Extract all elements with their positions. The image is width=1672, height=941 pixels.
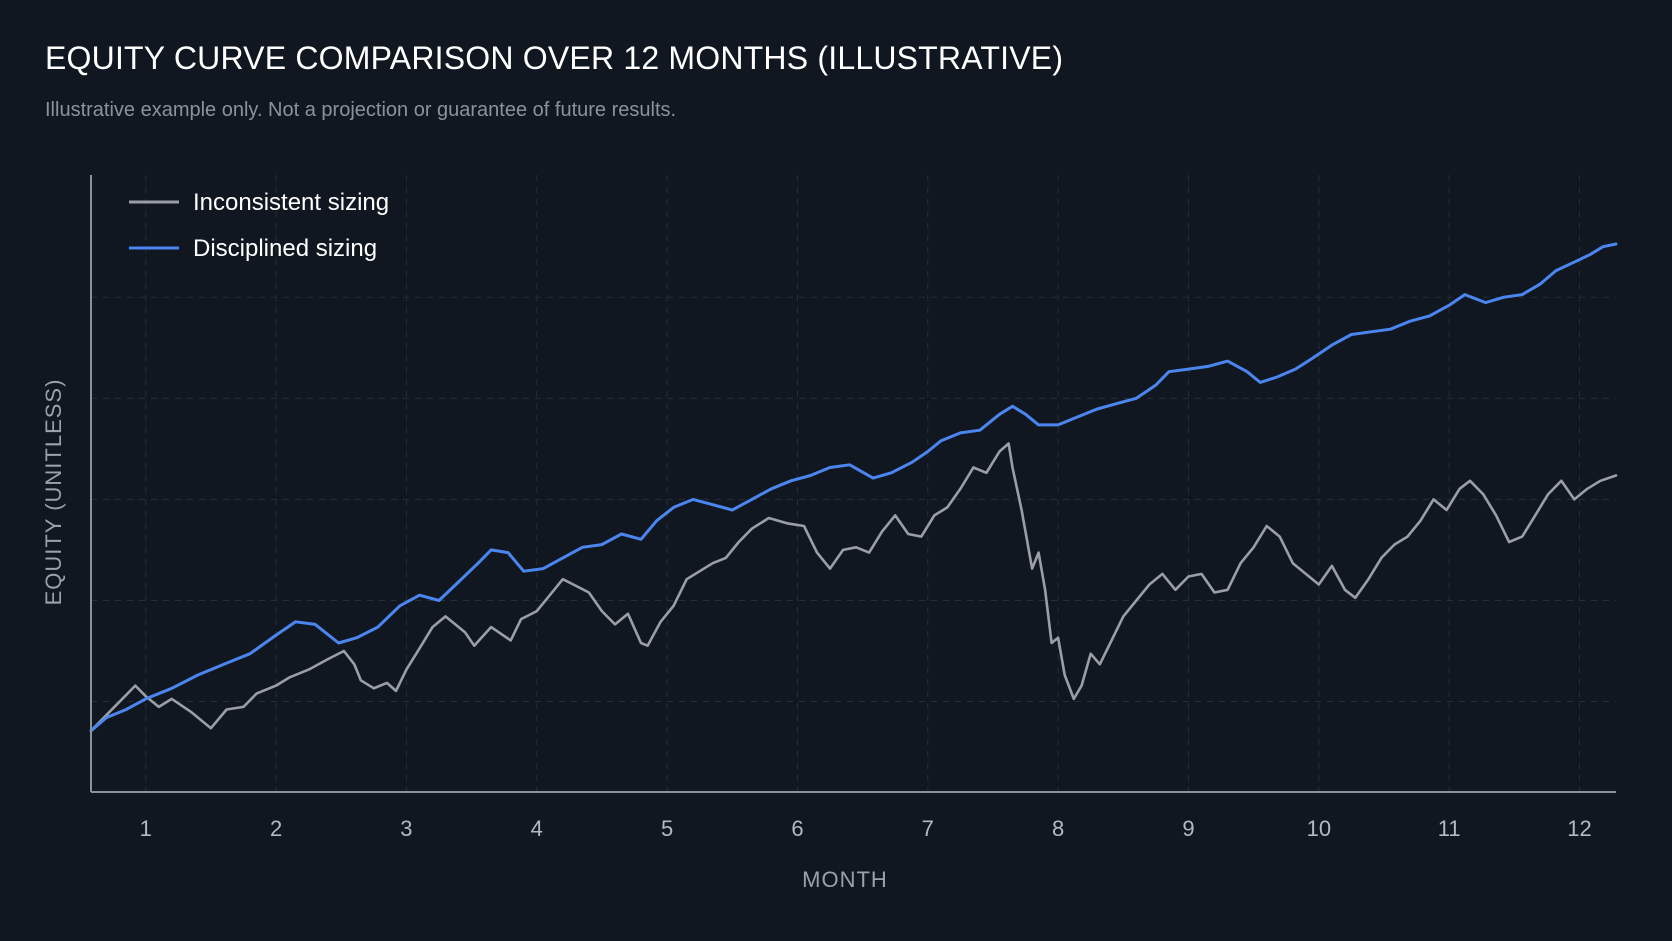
grid-lines <box>91 175 1616 792</box>
series-line-disciplined <box>89 242 1618 733</box>
x-tick-label: 3 <box>400 816 412 841</box>
chart-title: EQUITY CURVE COMPARISON OVER 12 MONTHS (… <box>45 40 1064 76</box>
series-line-inconsistent <box>89 442 1618 733</box>
legend: Inconsistent sizing Disciplined sizing <box>129 189 389 262</box>
y-axis-title: EQUITY (UNITLESS) <box>41 379 66 606</box>
x-tick-label: 6 <box>791 816 803 841</box>
x-tick-label: 12 <box>1567 816 1591 841</box>
x-tick-label: 7 <box>922 816 934 841</box>
chart-subtitle: Illustrative example only. Not a project… <box>45 99 677 121</box>
x-tick-label: 1 <box>140 816 152 841</box>
x-tick-label: 2 <box>270 816 282 841</box>
legend-label: Disciplined sizing <box>193 235 377 262</box>
x-axis-title: MONTH <box>802 867 888 892</box>
legend-label: Inconsistent sizing <box>193 189 389 216</box>
x-tick-label: 10 <box>1307 816 1331 841</box>
x-tick-label: 11 <box>1438 816 1461 841</box>
x-tick-label: 9 <box>1182 816 1194 841</box>
series-lines <box>89 242 1618 733</box>
x-tick-label: 8 <box>1052 816 1064 841</box>
x-tick-label: 4 <box>531 816 543 841</box>
x-tick-labels: 1 2 3 4 5 6 7 8 9 10 11 12 <box>140 816 1592 841</box>
x-tick-label: 5 <box>661 816 673 841</box>
